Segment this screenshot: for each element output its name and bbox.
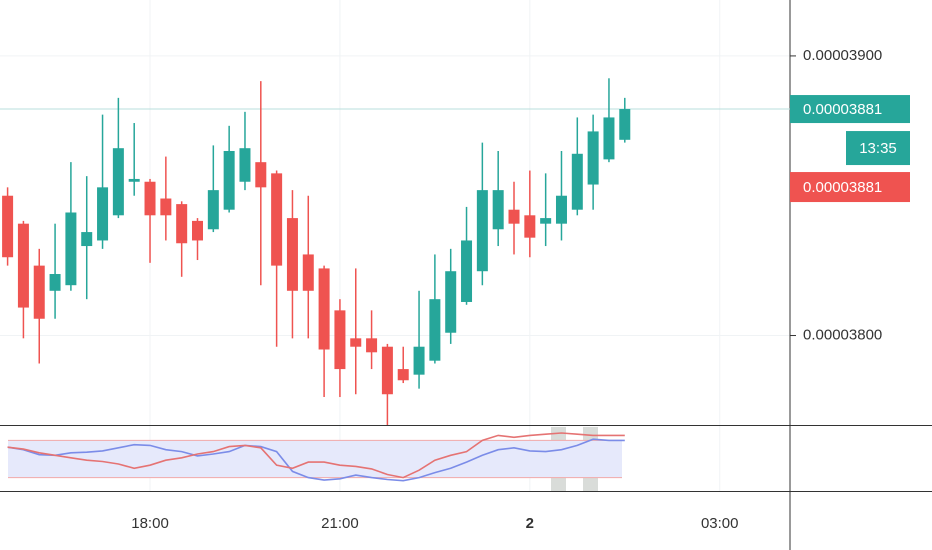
- candle-body: [413, 346, 425, 375]
- candle-body: [508, 209, 520, 224]
- x-tick-label: 18:00: [131, 515, 169, 532]
- candle-body: [603, 117, 615, 160]
- candle-body: [445, 271, 457, 333]
- candle-body: [65, 212, 77, 286]
- candle-body: [207, 190, 219, 230]
- x-tick-label: 2: [526, 515, 534, 532]
- candle-body: [112, 148, 124, 216]
- candle-body: [239, 148, 251, 182]
- candle-body: [476, 190, 488, 272]
- candle-body: [97, 187, 109, 241]
- candle-body: [381, 346, 393, 395]
- candle-body: [397, 369, 409, 381]
- candle-body: [524, 215, 536, 238]
- candle-body: [81, 232, 93, 247]
- candle-body: [2, 195, 14, 258]
- candle-body: [540, 218, 552, 224]
- x-tick-label: 21:00: [321, 515, 359, 532]
- candle-body: [144, 181, 156, 216]
- candle-body: [587, 131, 599, 185]
- last-price-label: 0.00003881: [803, 101, 882, 118]
- candle-body: [176, 204, 188, 244]
- candle-body: [571, 153, 583, 210]
- last-price-box: [790, 95, 910, 124]
- countdown-label: 13:35: [859, 140, 897, 157]
- candle-body: [492, 190, 504, 230]
- candle-body: [255, 162, 267, 188]
- y-tick-label: 0.00003800: [803, 326, 882, 343]
- candle-body: [619, 109, 631, 140]
- candle-body: [350, 338, 362, 347]
- countdown-box: [846, 131, 910, 166]
- candle-body: [555, 195, 567, 224]
- candle-body: [128, 178, 140, 182]
- candle-body: [33, 265, 45, 319]
- candle-body: [286, 218, 298, 291]
- x-tick-label: 03:00: [701, 515, 739, 532]
- bid-price-label: 0.00003881: [803, 179, 882, 196]
- candle-body: [17, 223, 29, 308]
- candle-body: [318, 268, 330, 350]
- candle-body: [160, 198, 172, 216]
- y-tick-label: 0.00003900: [803, 47, 882, 64]
- candle-body: [334, 310, 346, 370]
- candle-body: [302, 254, 314, 291]
- bid-price-box: [790, 172, 910, 203]
- candle-body: [223, 150, 235, 210]
- candle-body: [429, 299, 441, 361]
- candle-body: [271, 173, 283, 266]
- candle-body: [49, 274, 61, 291]
- osc-band-fill: [8, 440, 622, 478]
- candle-body: [366, 338, 378, 353]
- osc-line: [7, 432, 625, 479]
- osc-line: [7, 438, 625, 482]
- candle-body: [192, 220, 203, 241]
- candle-body: [461, 240, 473, 302]
